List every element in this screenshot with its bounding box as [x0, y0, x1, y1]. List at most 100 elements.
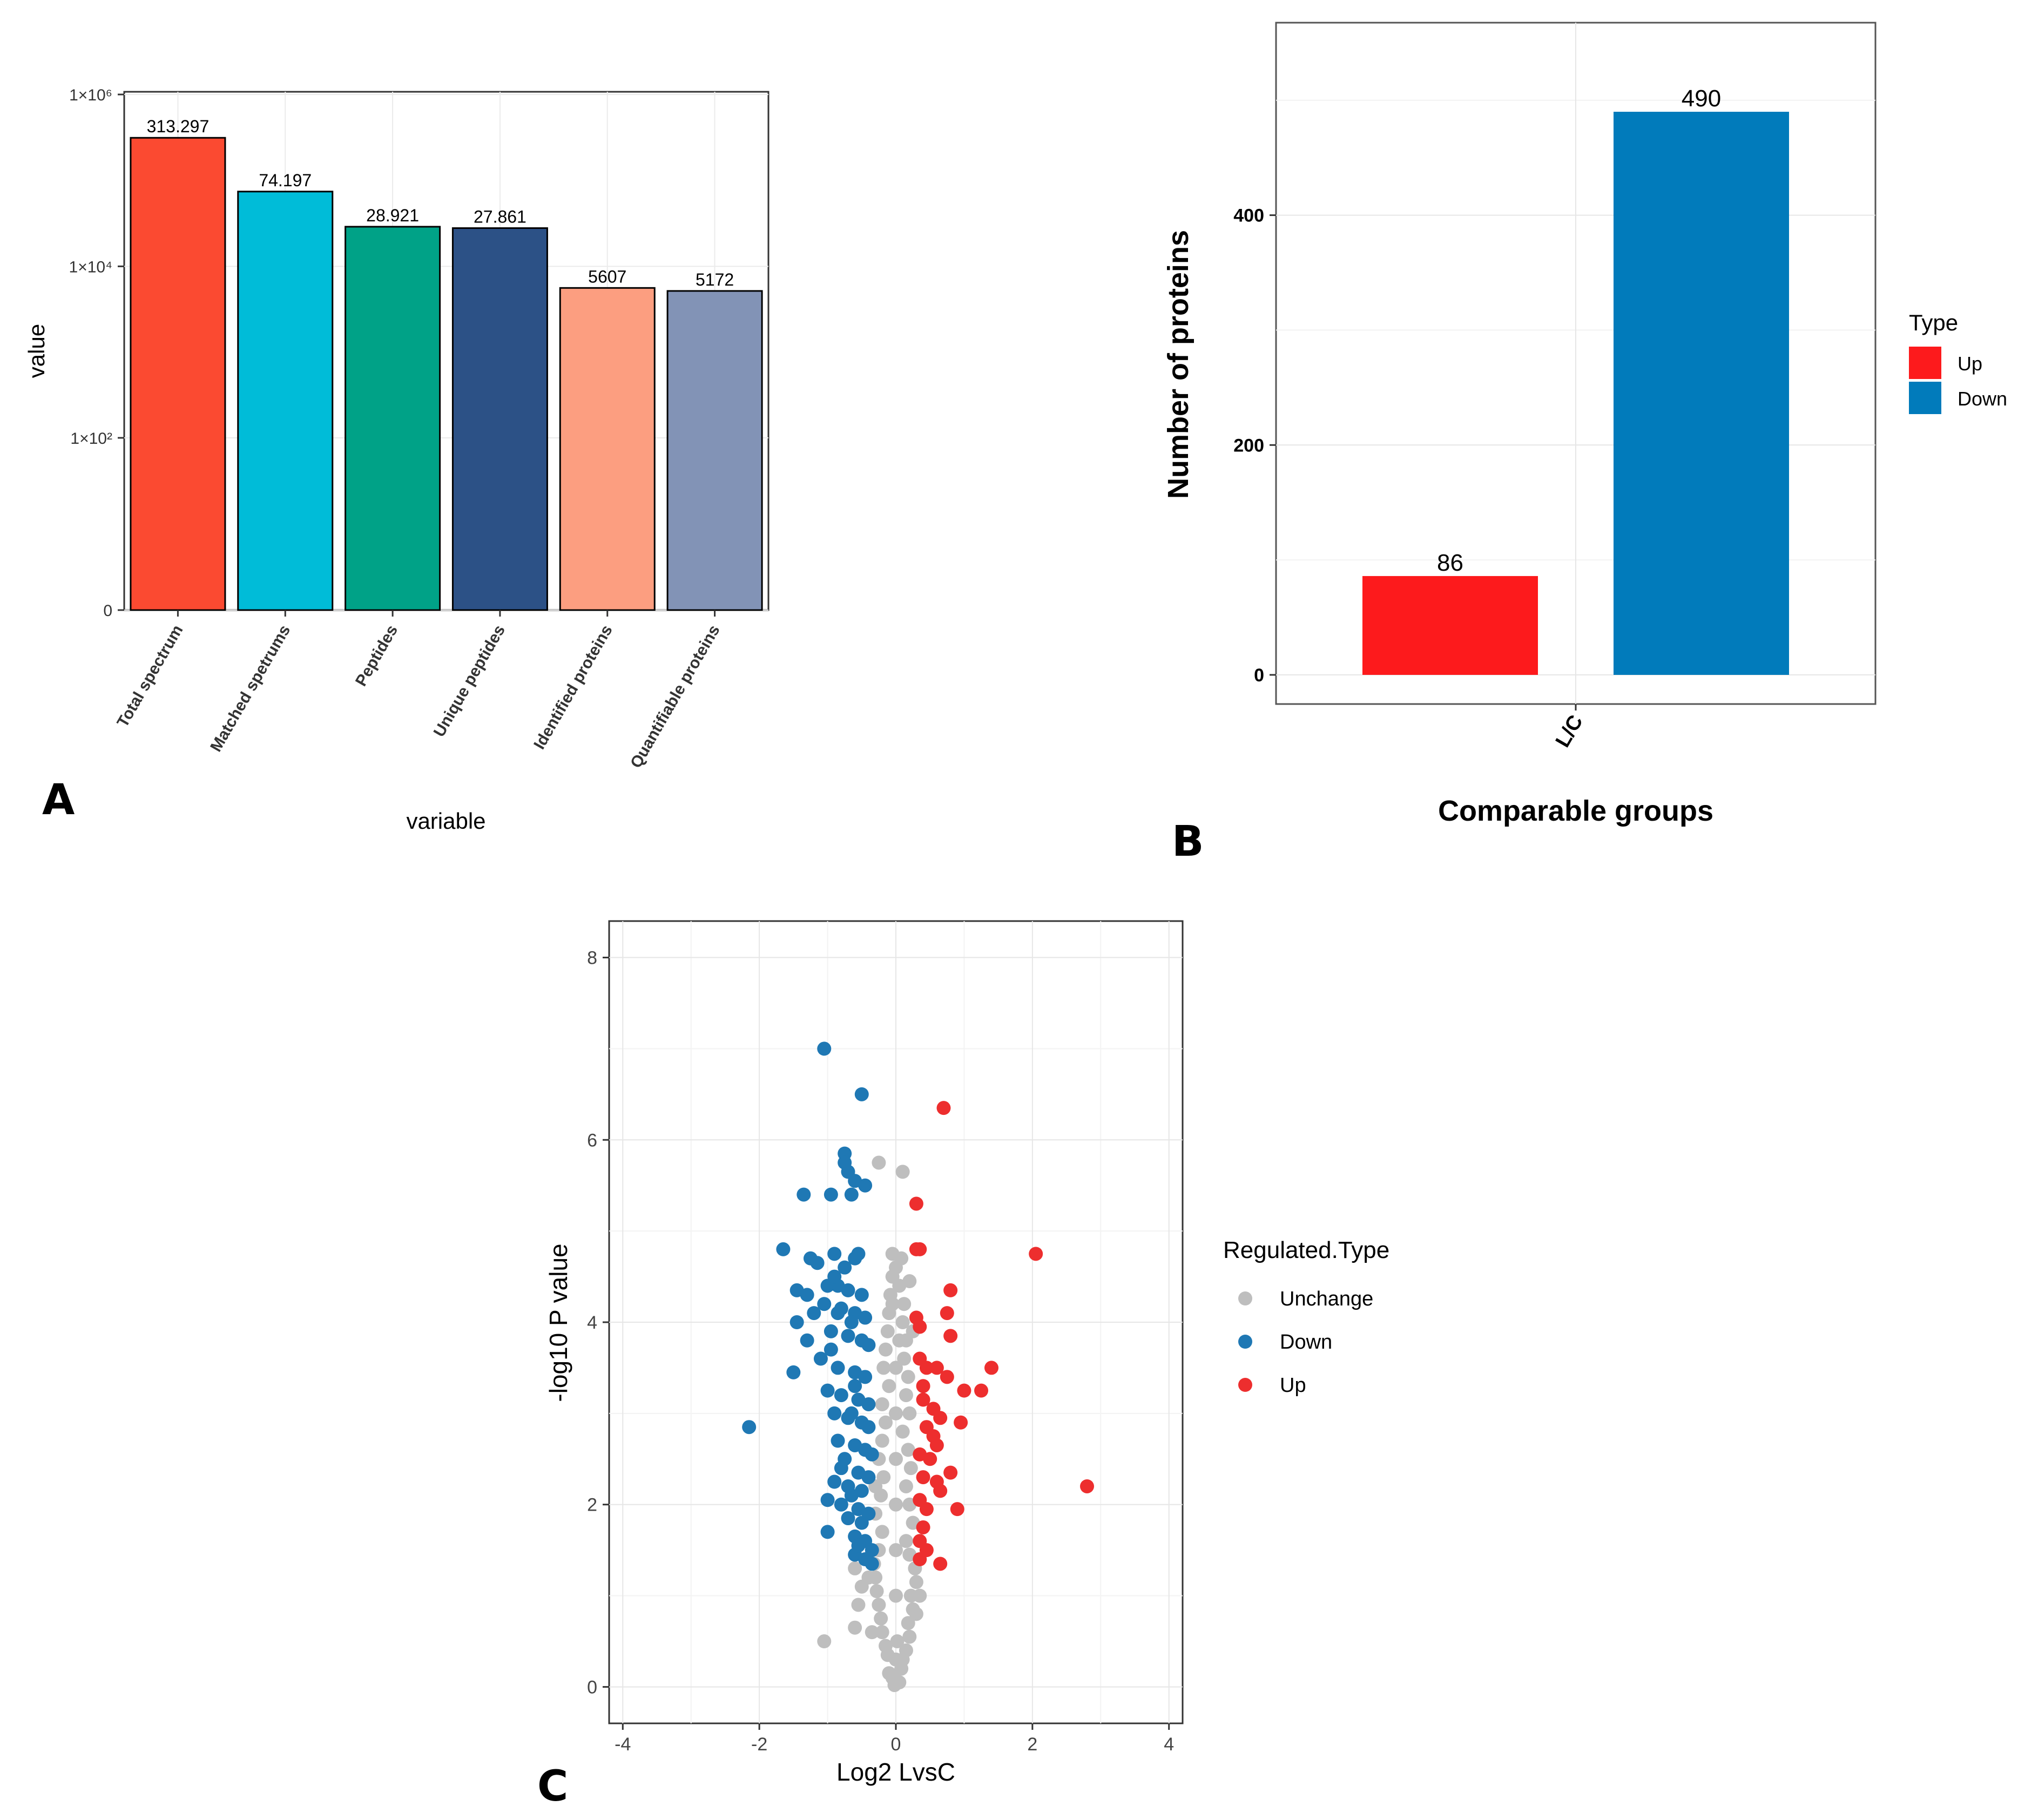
panel-c-point-unchange — [899, 1479, 913, 1493]
panel-c-point-up — [950, 1502, 964, 1517]
panel-label-a: A — [42, 776, 75, 824]
panel-c-point-down — [797, 1187, 811, 1202]
panel-c-point-up — [936, 1101, 951, 1115]
panel-c-point-down — [824, 1324, 838, 1338]
panel-a-y-tick-label: 1×10⁶ — [69, 86, 112, 104]
panel-c-legend-key — [1238, 1378, 1252, 1392]
panel-c-point-unchange — [901, 1616, 915, 1630]
panel-c-point-up — [1029, 1247, 1043, 1261]
panel-c-volcano-plot: 0 2 4 6 8 -4 -2 0 2 4 Log2 LvsC -log10 P value R… — [537, 920, 1389, 1811]
panel-c-point-up — [957, 1383, 971, 1398]
panel-c-point-unchange — [895, 1424, 910, 1439]
panel-c-legend-key — [1238, 1335, 1252, 1349]
panel-c-point-unchange — [889, 1543, 903, 1558]
panel-b-y-tick-label: 400 — [1233, 206, 1264, 226]
panel-c-point-down — [861, 1420, 876, 1435]
panel-c-point-down — [827, 1406, 842, 1420]
panel-c-legend-key — [1238, 1291, 1252, 1305]
panel-c-point-unchange — [882, 1379, 896, 1393]
panel-c-y-ticks: 0 2 4 6 8 — [587, 948, 609, 1697]
panel-c-point-unchange — [875, 1625, 889, 1640]
panel-c-point-unchange — [899, 1534, 913, 1548]
panel-c-point-unchange — [817, 1634, 832, 1649]
panel-b-legend-key — [1909, 347, 1941, 379]
panel-c-point-unchange — [897, 1297, 912, 1311]
panel-a-data-label: 5607 — [588, 267, 626, 286]
panel-c-point-down — [848, 1379, 862, 1393]
panel-c-point-down — [820, 1493, 835, 1507]
panel-c-point-unchange — [892, 1333, 907, 1348]
panel-a-data-label: 5172 — [696, 270, 734, 289]
panel-c-point-down — [789, 1315, 804, 1329]
panel-c-point-down — [848, 1251, 862, 1266]
panel-c-legend: Regulated.Type Unchange Down Up — [1223, 1237, 1389, 1397]
panel-c-point-down — [786, 1365, 801, 1379]
panel-c-point-unchange — [848, 1620, 862, 1635]
panel-c-point-down — [844, 1315, 859, 1329]
panel-c-point-unchange — [889, 1361, 903, 1375]
panel-a-plot-area — [123, 91, 770, 611]
panel-c-point-up — [984, 1361, 998, 1375]
panel-c-legend-title: Regulated.Type — [1223, 1237, 1389, 1263]
panel-c-point-unchange — [875, 1397, 889, 1411]
panel-a-bar — [559, 287, 656, 611]
panel-c-point-unchange — [876, 1470, 891, 1485]
panel-c-y-tick-label: 8 — [587, 948, 597, 969]
panel-c-point-up — [933, 1557, 948, 1571]
panel-c-point-unchange — [902, 1406, 917, 1420]
panel-c-y-tick-label: 6 — [587, 1130, 597, 1151]
panel-c-point-up — [913, 1320, 927, 1334]
panel-a-bar — [666, 290, 763, 611]
panel-c-point-down — [776, 1242, 791, 1256]
panel-c-point-down — [831, 1361, 845, 1375]
panel-c-point-down — [800, 1333, 814, 1348]
panel-c-point-unchange — [889, 1588, 903, 1603]
panel-c-point-down — [742, 1420, 757, 1435]
panel-a-y-tick-label: 0 — [103, 602, 112, 620]
panel-b-legend-label: Up — [1958, 353, 1982, 375]
panel-c-point-unchange — [885, 1297, 900, 1311]
panel-c-x-tick-label: 2 — [1027, 1734, 1037, 1755]
panel-b-legend-title: Type — [1909, 310, 1958, 335]
panel-c-point-unchange — [851, 1598, 866, 1612]
panel-c-point-unchange — [874, 1611, 888, 1626]
panel-c-point-down — [827, 1247, 842, 1261]
panel-b-bar — [1362, 576, 1538, 675]
panel-c-point-down — [861, 1338, 876, 1352]
panel-c-point-unchange — [913, 1588, 927, 1603]
panel-c-point-down — [820, 1383, 835, 1398]
panel-c-point-unchange — [879, 1639, 893, 1653]
panel-c-point-unchange — [899, 1388, 913, 1403]
panel-a-x-axis-title: variable — [406, 808, 485, 834]
panel-c-point-down — [841, 1329, 855, 1343]
panel-c-point-up — [943, 1465, 958, 1480]
panel-b-legend-key — [1909, 382, 1941, 414]
panel-c-point-up — [929, 1361, 944, 1375]
panel-c-point-down — [841, 1283, 855, 1297]
panel-c-point-unchange — [887, 1678, 902, 1693]
panel-a-x-tick-label: Matched spetrums — [207, 622, 294, 755]
panel-c-point-down — [861, 1397, 876, 1411]
panel-c-point-unchange — [902, 1629, 917, 1644]
panel-a-bar — [130, 137, 226, 611]
panel-c-point-down — [824, 1342, 838, 1357]
panel-c-point-down — [817, 1297, 832, 1311]
panel-b-x-axis-title: Comparable groups — [1438, 795, 1713, 827]
panel-c-point-unchange — [909, 1575, 923, 1589]
panel-c-point-down — [820, 1525, 835, 1539]
panel-b-y-ticks: 0 200 400 — [1233, 206, 1276, 686]
panel-a-x-tick-label: Total spectrum — [113, 622, 186, 730]
panel-a-x-tick-label: Identified proteins — [530, 622, 616, 753]
panel-c-point-up — [940, 1370, 954, 1384]
panel-a-bar — [237, 191, 334, 611]
panel-b-bars — [1362, 112, 1789, 675]
panel-c-point-up — [933, 1411, 948, 1425]
panel-a-data-label: 27.861 — [474, 207, 527, 227]
panel-c-point-up — [916, 1470, 930, 1485]
panel-c-point-unchange — [865, 1625, 879, 1640]
panel-c-point-up — [940, 1306, 954, 1321]
panel-a-data-label: 28.921 — [366, 206, 419, 225]
panel-a-y-axis-title: value — [24, 324, 49, 378]
panel-c-point-down — [817, 1041, 832, 1056]
panel-c-point-unchange — [909, 1607, 923, 1621]
